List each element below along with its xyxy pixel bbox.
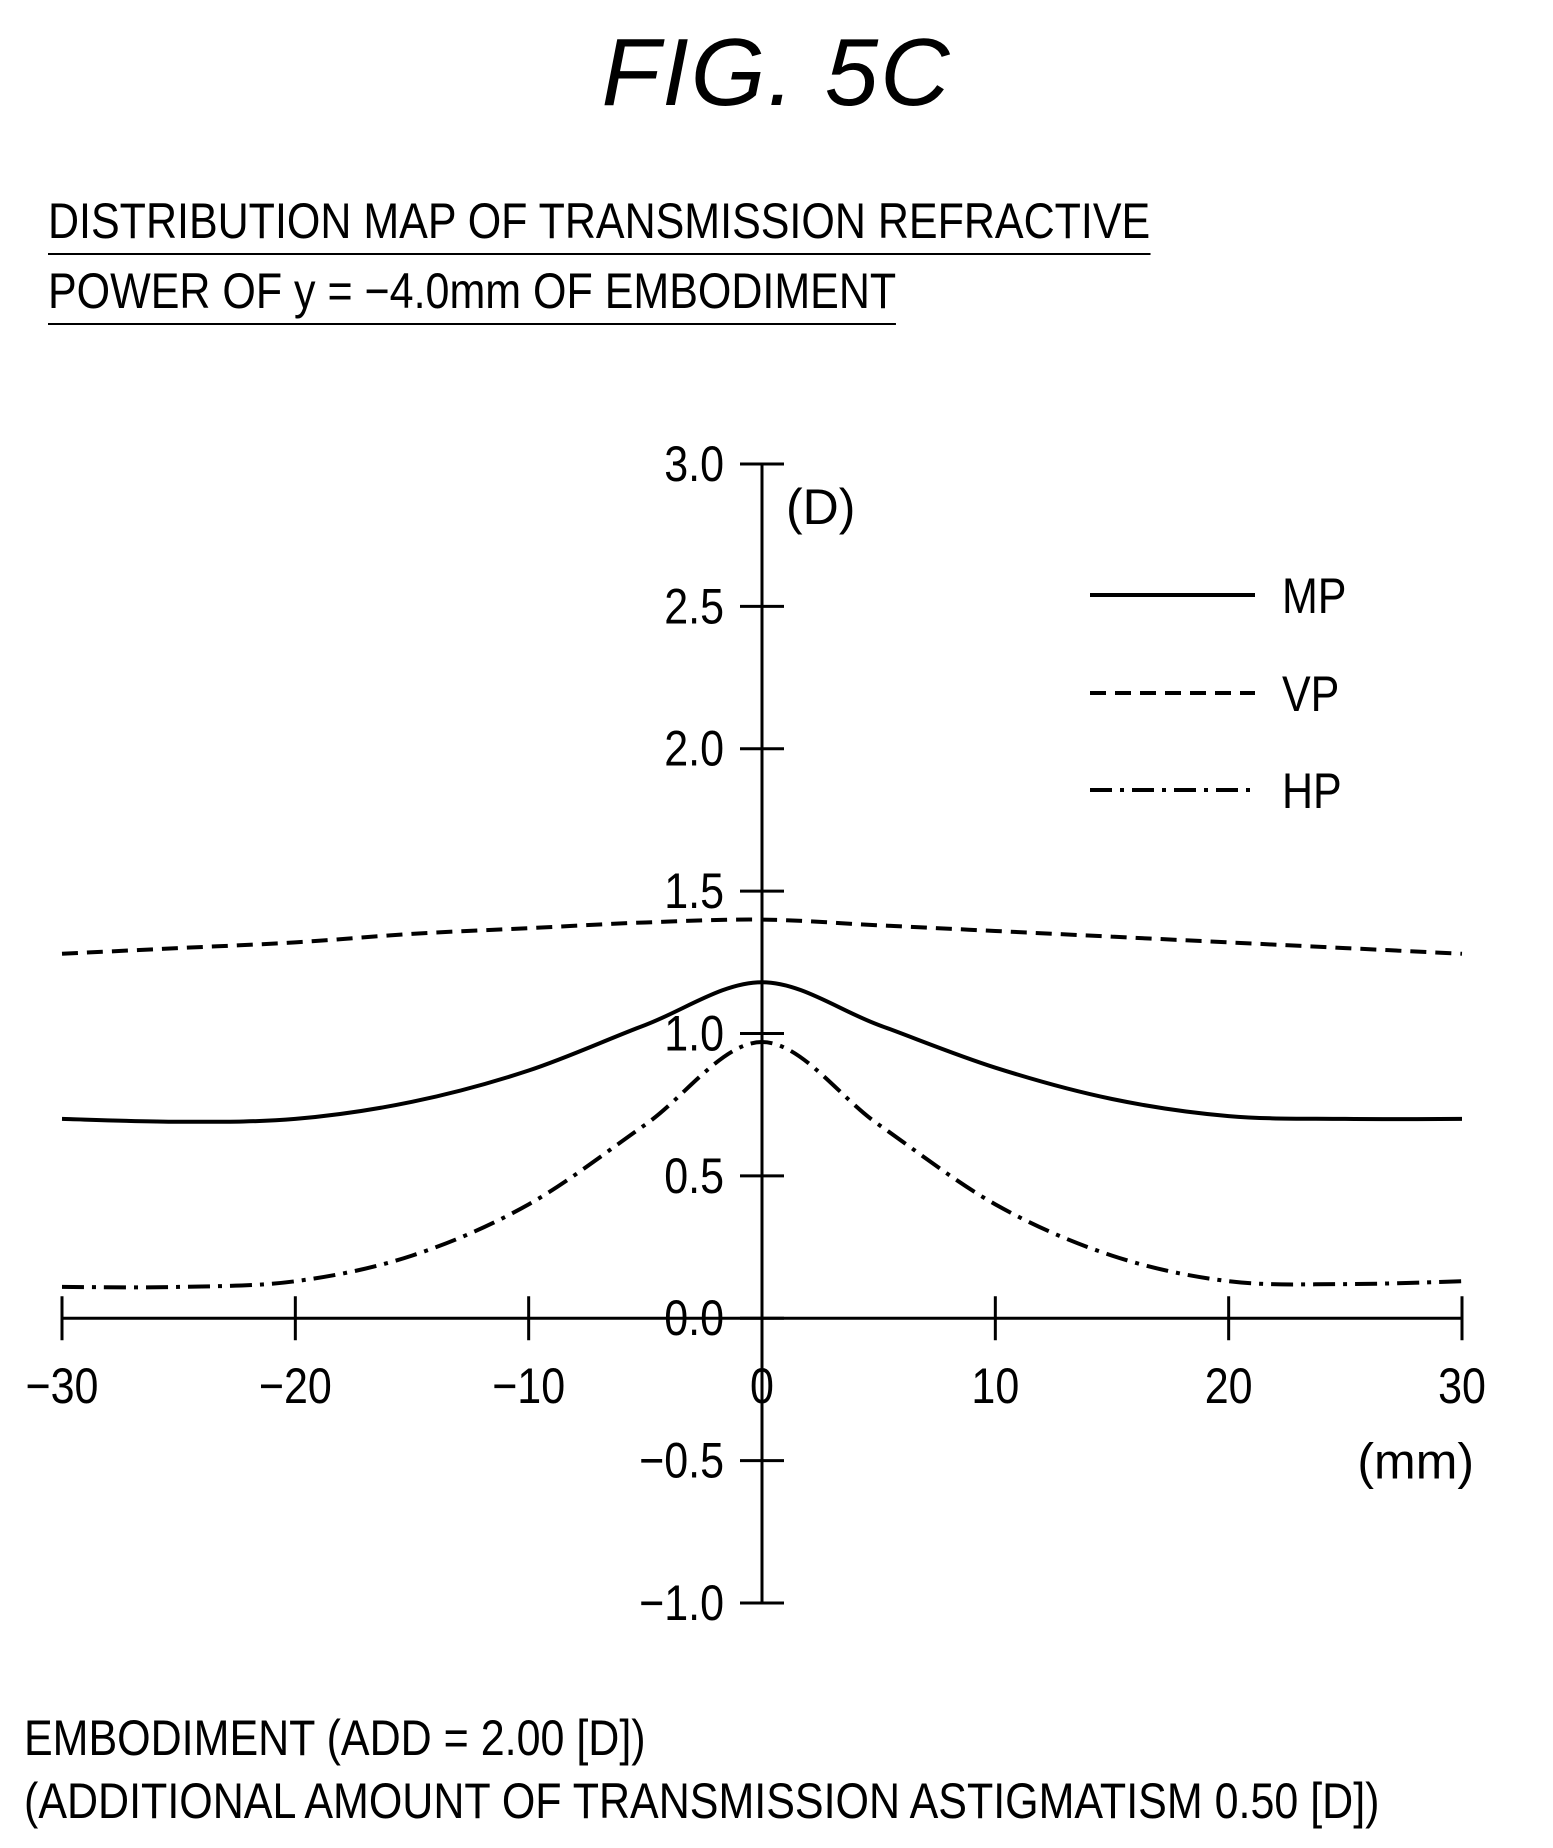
series-line-vp [61,917,1463,956]
x-tick-label: 10 [971,1358,1019,1414]
chart: −30 −20 −10 0 10 20 30 −1.0 −0.5 0.0 0.5 1.0 1.5 2.0 2… [26,436,1486,1631]
x-tick-label: 30 [1438,1358,1486,1414]
y-tick-label: −0.5 [639,1433,724,1489]
y-tick-label: 2.0 [664,721,724,777]
footer-line-2: (ADDITIONAL AMOUNT OF TRANSMISSION ASTIG… [24,1773,1380,1829]
legend-label-hp: HP [1282,763,1342,819]
chart-heading-line-2: POWER OF y = −4.0mm OF EMBODIMENT [48,263,897,325]
series-layer [61,917,1463,1290]
y-tick-label: 3.0 [664,436,724,492]
legend-label-vp: VP [1282,666,1339,722]
x-tick-label: 0 [750,1358,774,1414]
series-line-mp [61,980,1463,1124]
y-tick-label: 0.5 [664,1148,724,1204]
y-tick-label: −1.0 [639,1575,724,1631]
x-tick-label: −30 [26,1358,99,1414]
series-line-hp [61,1040,1463,1290]
y-tick-label: 1.5 [664,863,724,919]
y-axis-unit-label: (D) [786,479,855,535]
chart-heading-line-1: DISTRIBUTION MAP OF TRANSMISSION REFRACT… [48,193,1151,255]
x-tick-label: −20 [259,1358,332,1414]
y-tick-label: 0.0 [664,1290,724,1346]
y-tick-label: 2.5 [664,578,724,634]
footer-line-1: EMBODIMENT (ADD = 2.00 [D]) [24,1710,646,1766]
legend-label-mp: MP [1282,568,1346,624]
legend: MP VP HP [1090,568,1346,819]
x-axis-unit-label: (mm) [1357,1433,1474,1489]
axes: −30 −20 −10 0 10 20 30 −1.0 −0.5 0.0 0.5 1.0 1.5 2.0 2… [26,436,1486,1631]
y-tick-label: 1.0 [664,1005,724,1061]
x-tick-label: −10 [492,1358,565,1414]
figure-label: FIG. 5C [601,19,952,126]
x-tick-label: 20 [1205,1358,1253,1414]
